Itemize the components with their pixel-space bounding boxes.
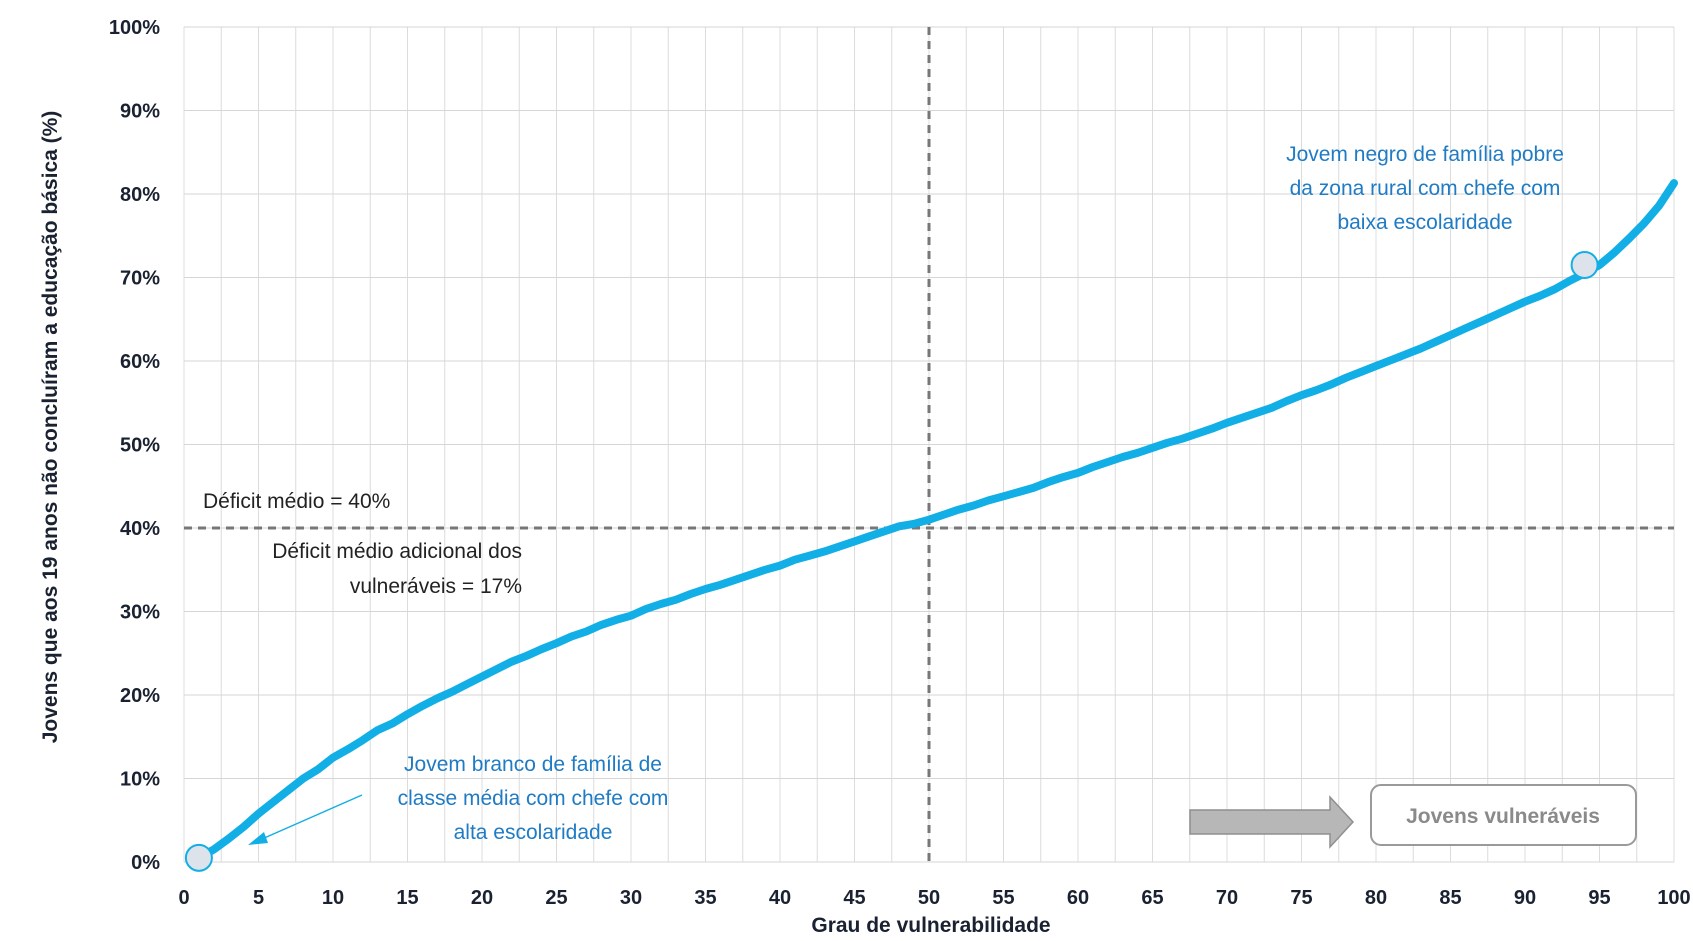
annotation-jovem-negro-line1: Jovem negro de família pobre xyxy=(1286,143,1564,166)
vulnerable-box xyxy=(1370,784,1637,846)
x-tick-label: 85 xyxy=(1439,887,1461,909)
x-tick-label: 65 xyxy=(1141,887,1163,909)
x-tick-label: 30 xyxy=(620,887,642,909)
annotation-jovem-branco-line1: Jovem branco de família de xyxy=(404,753,662,776)
grid xyxy=(183,26,1675,863)
x-tick-label: 50 xyxy=(918,887,940,909)
x-axis-title: Grau de vulnerabilidade xyxy=(811,914,1050,937)
reference-lines xyxy=(184,27,1674,862)
vulnerable-arrow xyxy=(1189,795,1355,849)
annotation-deficit-medio: Déficit médio = 40% xyxy=(203,490,390,513)
x-tick-label: 55 xyxy=(992,887,1014,909)
y-tick-labels: 0% 10% 20% 30% 40% 50% 60% 70% 80% 90% 100% xyxy=(109,17,160,874)
annotation-jovem-negro-line3: baixa escolaridade xyxy=(1337,211,1512,234)
data-marker xyxy=(1570,250,1599,279)
y-tick-label: 60% xyxy=(120,351,160,373)
x-tick-label: 45 xyxy=(843,887,865,909)
x-tick-label: 90 xyxy=(1514,887,1536,909)
x-tick-labels: 0 5 10 15 20 25 30 35 40 45 50 55 60 65 70 75 80 85 90 95 10… xyxy=(178,887,1690,909)
y-tick-label: 90% xyxy=(120,101,160,123)
y-tick-label: 100% xyxy=(109,17,160,39)
annotation-jovem-negro-line2: da zona rural com chefe com xyxy=(1290,177,1561,200)
x-tick-label: 0 xyxy=(178,887,189,909)
x-tick-label: 80 xyxy=(1365,887,1387,909)
annotation-deficit-adicional-line1: Déficit médio adicional dos xyxy=(272,540,522,563)
y-tick-label: 20% xyxy=(120,685,160,707)
x-tick-label: 40 xyxy=(769,887,791,909)
x-tick-label: 95 xyxy=(1588,887,1610,909)
y-tick-label: 50% xyxy=(120,435,160,457)
annotation-arrow-head xyxy=(248,832,268,845)
x-tick-label: 75 xyxy=(1290,887,1312,909)
y-tick-label: 40% xyxy=(120,518,160,540)
series-line xyxy=(194,179,1678,862)
annotation-jovem-branco-line3: alta escolaridade xyxy=(454,821,613,844)
y-tick-label: 70% xyxy=(120,268,160,290)
x-tick-label: 70 xyxy=(1216,887,1238,909)
x-tick-label: 5 xyxy=(253,887,264,909)
annotation-arrow-line xyxy=(261,794,363,840)
annotation-jovem-branco-line2: classe média com chefe com xyxy=(398,787,669,810)
vulnerable-box-label: Jovens vulneráveis xyxy=(1406,805,1600,828)
x-tick-label: 60 xyxy=(1067,887,1089,909)
y-tick-label: 30% xyxy=(120,602,160,624)
y-tick-label: 10% xyxy=(120,769,160,791)
x-tick-label: 15 xyxy=(396,887,418,909)
y-tick-label: 0% xyxy=(131,852,160,874)
x-tick-label: 20 xyxy=(471,887,493,909)
x-tick-label: 100 xyxy=(1657,887,1690,909)
markers-group xyxy=(184,250,1599,872)
x-tick-label: 35 xyxy=(694,887,716,909)
data-marker xyxy=(184,843,213,872)
y-axis-title: Jovens que aos 19 anos não concluíram a … xyxy=(39,111,62,744)
series-group xyxy=(194,179,1678,862)
y-tick-label: 80% xyxy=(120,184,160,206)
x-tick-label: 10 xyxy=(322,887,344,909)
x-tick-label: 25 xyxy=(545,887,567,909)
annotation-deficit-adicional-line2: vulneráveis = 17% xyxy=(350,575,522,598)
